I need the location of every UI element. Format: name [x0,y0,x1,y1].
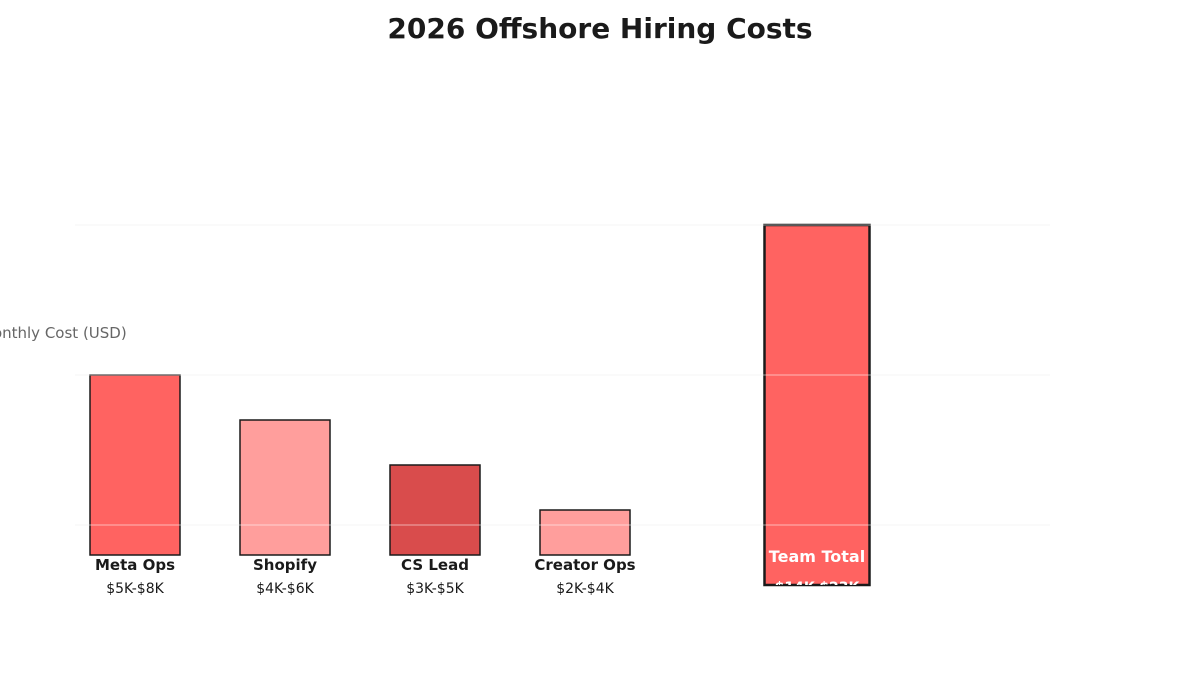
bar-labels: Meta Ops $5K-$8K Shopify $4K-$6K CS Lead $3K-… [95,547,865,597]
range-label: $2K-$4K [556,581,614,597]
chart-title: 2026 Offshore Hiring Costs [387,12,812,45]
category-label: CS Lead [401,556,469,574]
y-axis-label: Monthly Cost (USD) [0,324,127,342]
bar-creator-ops [539,509,631,556]
bar-shopify [239,419,331,556]
category-label: Shopify [253,556,317,574]
gridlines-overlay [75,224,1050,526]
range-label: $3K-$5K [406,581,464,597]
category-label: Creator Ops [534,556,635,574]
bars [89,223,871,587]
bar-cs-lead [389,464,481,556]
bar-meta-ops [89,374,181,556]
category-label: Meta Ops [95,556,175,574]
range-label: $5K-$8K [106,581,164,597]
total-label: Team Total [769,547,865,566]
total-range-label: $14K-$23K [775,580,861,596]
bar-team-total [763,223,871,587]
range-label: $4K-$6K [256,581,314,597]
